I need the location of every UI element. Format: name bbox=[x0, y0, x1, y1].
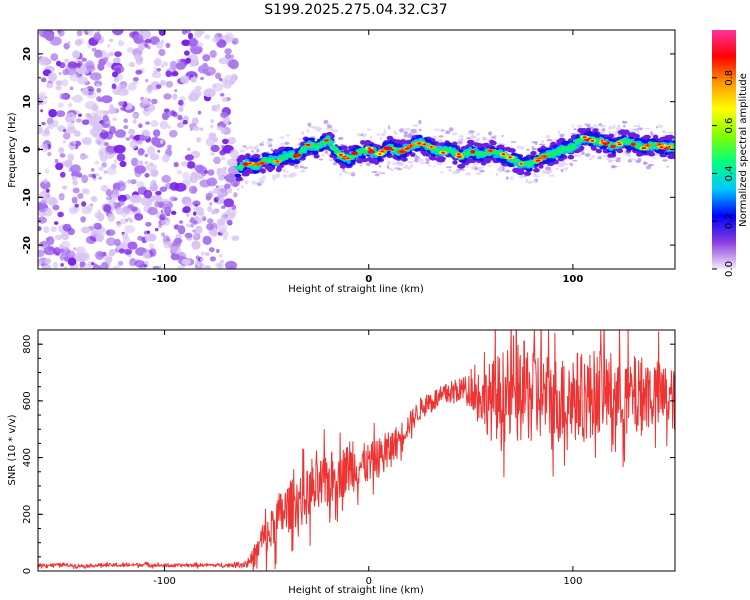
spectrogram-ridge bbox=[234, 119, 675, 192]
snr-ytick-label: 600 bbox=[22, 391, 33, 410]
snr-ytick-label: 400 bbox=[22, 448, 33, 467]
spectrogram-ytick-label: 10 bbox=[22, 95, 33, 109]
snr-ytick-label: 800 bbox=[22, 335, 33, 354]
spectrogram-noise-blobs bbox=[38, 30, 241, 269]
spectrogram-ytick-label: -10 bbox=[22, 188, 33, 206]
ridge-hot-spots bbox=[242, 135, 674, 166]
spectrogram-xtick-label: -100 bbox=[152, 274, 177, 285]
snr-xlabel: Height of straight line (km) bbox=[288, 585, 424, 596]
colorbar-label: Normalized spectral amplitude bbox=[738, 73, 749, 227]
spectrogram-xtick-label: 100 bbox=[562, 274, 583, 285]
spectrogram-ytick-label: 0 bbox=[22, 146, 33, 153]
snr-plot-area bbox=[38, 330, 675, 571]
spectrogram-ytick-label: -20 bbox=[22, 236, 33, 254]
colorbar-gradient bbox=[712, 30, 736, 269]
spectrogram-ytick-label: 20 bbox=[22, 47, 33, 61]
snr-ylabel: SNR (10 * v/v) bbox=[7, 414, 18, 485]
snr-xtick-label: 100 bbox=[563, 576, 582, 587]
colorbar-tick-label: 0.0 bbox=[724, 261, 735, 277]
spectrogram-frame bbox=[37, 29, 676, 270]
spectrogram-content bbox=[38, 30, 675, 269]
figure-title: S199.2025.275.04.32.C37 bbox=[264, 2, 447, 18]
snr-panel: -100 0 100 0 200 400 600 800 Height of straight… bbox=[7, 329, 676, 596]
spectrogram-xlabel: Height of straight line (km) bbox=[288, 284, 424, 295]
colorbar-tick-label: 0.4 bbox=[724, 165, 735, 181]
snr-series-line bbox=[38, 330, 675, 571]
colorbar-tick-label: 0.6 bbox=[724, 118, 735, 134]
colorbar-ticks: 0.0 0.2 0.4 0.6 0.8 bbox=[712, 70, 735, 277]
snr-xtick-label: -100 bbox=[153, 576, 176, 587]
snr-ytick-label: 0 bbox=[22, 568, 33, 574]
snr-frame bbox=[37, 329, 676, 572]
spectrogram-ylabel: Frequency (Hz) bbox=[7, 112, 18, 188]
colorbar: 0.0 0.2 0.4 0.6 0.8 Normalized spectral ampl… bbox=[712, 30, 749, 277]
spectrogram-xtick-label: 0 bbox=[365, 274, 372, 285]
colorbar-tick-label: 0.2 bbox=[724, 213, 735, 229]
snr-xtick-label: 0 bbox=[366, 576, 372, 587]
snr-ytick-label: 200 bbox=[22, 505, 33, 524]
colorbar-tick-label: 0.8 bbox=[724, 70, 735, 86]
